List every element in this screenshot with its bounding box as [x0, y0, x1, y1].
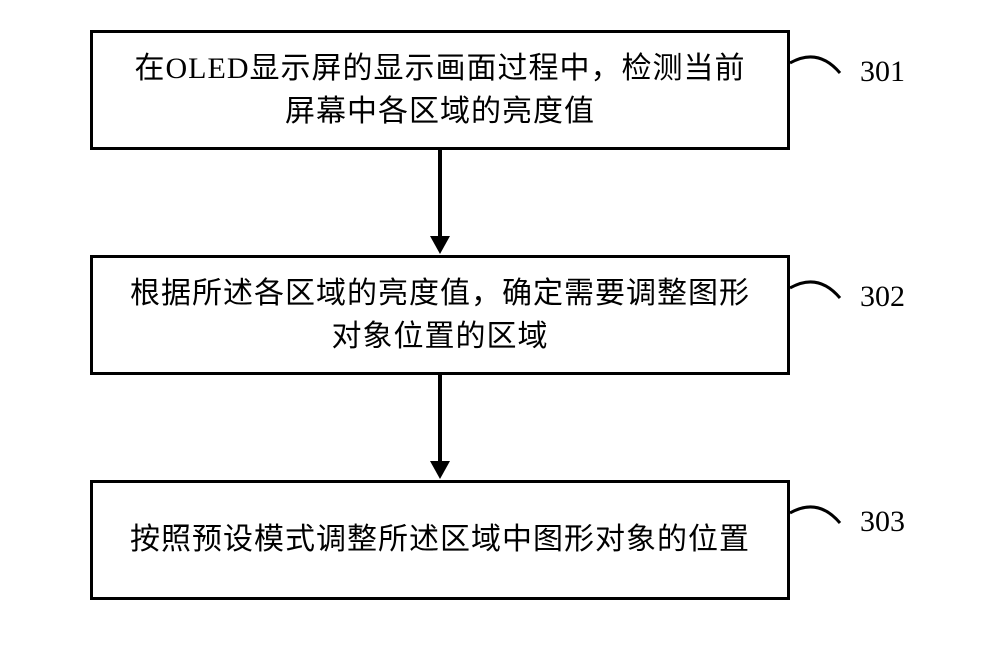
flow-label-1: 301: [860, 55, 905, 89]
arrow-1-2-head: [430, 236, 450, 254]
flow-step-2-text: 根据所述各区域的亮度值，确定需要调整图形对象位置的区域: [123, 272, 757, 359]
label-connector-2: [790, 270, 860, 310]
label-connector-1: [790, 45, 860, 85]
flow-label-3: 303: [860, 505, 905, 539]
flow-step-3-text: 按照预设模式调整所述区域中图形对象的位置: [130, 518, 750, 562]
arrow-2-3-line: [438, 375, 442, 463]
flow-step-2: 根据所述各区域的亮度值，确定需要调整图形对象位置的区域: [90, 255, 790, 375]
flow-step-1-text: 在OLED显示屏的显示画面过程中，检测当前屏幕中各区域的亮度值: [123, 47, 757, 134]
label-connector-3: [790, 495, 860, 535]
arrow-1-2-line: [438, 150, 442, 238]
flow-label-2: 302: [860, 280, 905, 314]
arrow-2-3-head: [430, 461, 450, 479]
flow-step-3: 按照预设模式调整所述区域中图形对象的位置: [90, 480, 790, 600]
flowchart-canvas: 在OLED显示屏的显示画面过程中，检测当前屏幕中各区域的亮度值 301 根据所述…: [0, 0, 1000, 659]
flow-step-1: 在OLED显示屏的显示画面过程中，检测当前屏幕中各区域的亮度值: [90, 30, 790, 150]
